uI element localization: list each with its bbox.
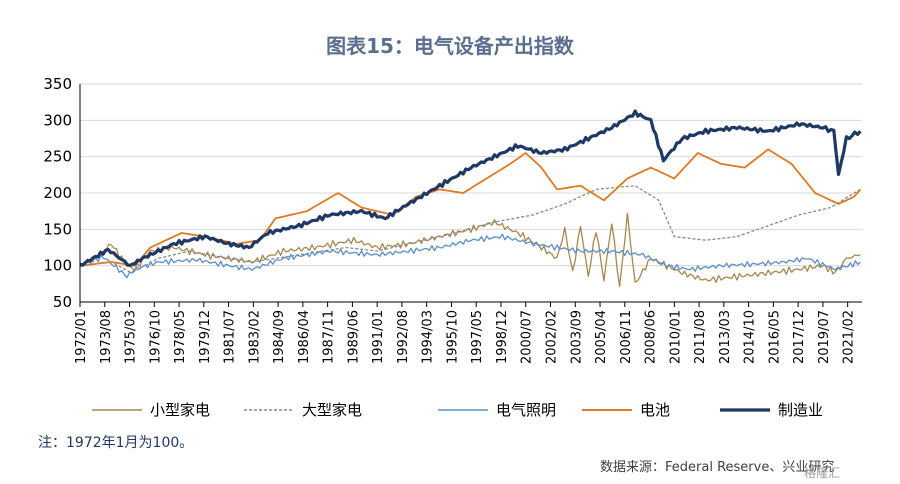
y-tick-label: 250 bbox=[43, 148, 72, 166]
series-line-large bbox=[79, 185, 861, 274]
data-source: 数据来源：Federal Reserve、兴业研究 bbox=[600, 460, 835, 475]
x-tick-label: 1991/01 bbox=[371, 310, 386, 364]
x-tick-label: 1972/01 bbox=[74, 310, 89, 364]
x-tick-label: 2003/09 bbox=[569, 310, 584, 364]
x-tick-label: 1989/06 bbox=[346, 310, 361, 364]
x-tick-label: 1992/08 bbox=[396, 310, 411, 364]
x-tick-label: 1978/05 bbox=[173, 310, 188, 364]
x-tick-label: 2008/06 bbox=[644, 310, 659, 364]
chart-title: 图表15：电气设备产出指数 bbox=[326, 34, 574, 58]
x-tick-label: 1976/10 bbox=[148, 310, 163, 364]
x-axis-ticks: 1972/01 1973/08 1975/03 1976/10 1978/05 1979/… bbox=[74, 302, 857, 364]
x-tick-label: 2002/02 bbox=[545, 310, 560, 364]
grid bbox=[80, 83, 862, 267]
x-tick-label: 1997/05 bbox=[470, 310, 485, 364]
y-axis-ticks: 50 100 150 200 250 300 350 bbox=[43, 75, 72, 311]
x-tick-label: 2005/04 bbox=[594, 310, 609, 364]
x-tick-label: 1981/07 bbox=[223, 310, 238, 364]
y-tick-label: 100 bbox=[43, 257, 72, 275]
y-tick-label: 50 bbox=[53, 293, 72, 311]
y-tick-label: 300 bbox=[43, 111, 72, 129]
axes bbox=[79, 84, 862, 303]
x-tick-label: 2019/07 bbox=[817, 310, 832, 364]
legend-label-large: 大型家电 bbox=[302, 401, 362, 419]
legend-label-small: 小型家电 bbox=[150, 401, 210, 419]
x-tick-label: 2013/03 bbox=[718, 310, 733, 364]
x-tick-label: 2016/05 bbox=[767, 310, 782, 364]
x-tick-label: 2021/02 bbox=[842, 310, 857, 364]
y-tick-label: 350 bbox=[43, 75, 72, 93]
x-tick-label: 2010/01 bbox=[668, 310, 683, 364]
x-tick-label: 1984/09 bbox=[272, 310, 287, 364]
chart-note: 注：1972年1月为100。 bbox=[38, 435, 194, 451]
legend-label-lighting: 电气照明 bbox=[496, 401, 556, 419]
watermark: 格隆汇 bbox=[804, 466, 841, 480]
x-tick-label: 1995/10 bbox=[445, 310, 460, 364]
x-tick-label: 2014/10 bbox=[743, 310, 758, 364]
legend-label-manufacturing: 制造业 bbox=[778, 401, 823, 419]
series-line-manufacturing bbox=[79, 109, 862, 267]
x-tick-label: 1998/12 bbox=[495, 310, 510, 364]
series-line-small bbox=[79, 212, 861, 288]
series-line-lighting bbox=[79, 233, 861, 279]
y-tick-label: 150 bbox=[43, 220, 72, 238]
x-tick-label: 2017/12 bbox=[792, 310, 807, 364]
x-tick-label: 1979/12 bbox=[198, 310, 213, 364]
x-tick-label: 1983/02 bbox=[247, 310, 262, 364]
x-tick-label: 1975/03 bbox=[124, 310, 139, 364]
y-tick-label: 200 bbox=[43, 184, 72, 202]
x-tick-label: 2006/11 bbox=[619, 310, 634, 364]
x-tick-label: 1987/11 bbox=[322, 310, 337, 364]
x-tick-label: 1986/04 bbox=[297, 310, 312, 364]
legend: 小型家电 大型家电 电气照明 电池 制造业 bbox=[92, 401, 823, 419]
x-tick-label: 2011/08 bbox=[693, 310, 708, 364]
x-tick-label: 1994/03 bbox=[421, 310, 436, 364]
x-tick-label: 2000/07 bbox=[520, 310, 535, 364]
series-lines bbox=[79, 109, 862, 288]
legend-label-battery: 电池 bbox=[640, 401, 670, 419]
x-tick-label: 1973/08 bbox=[99, 310, 114, 364]
